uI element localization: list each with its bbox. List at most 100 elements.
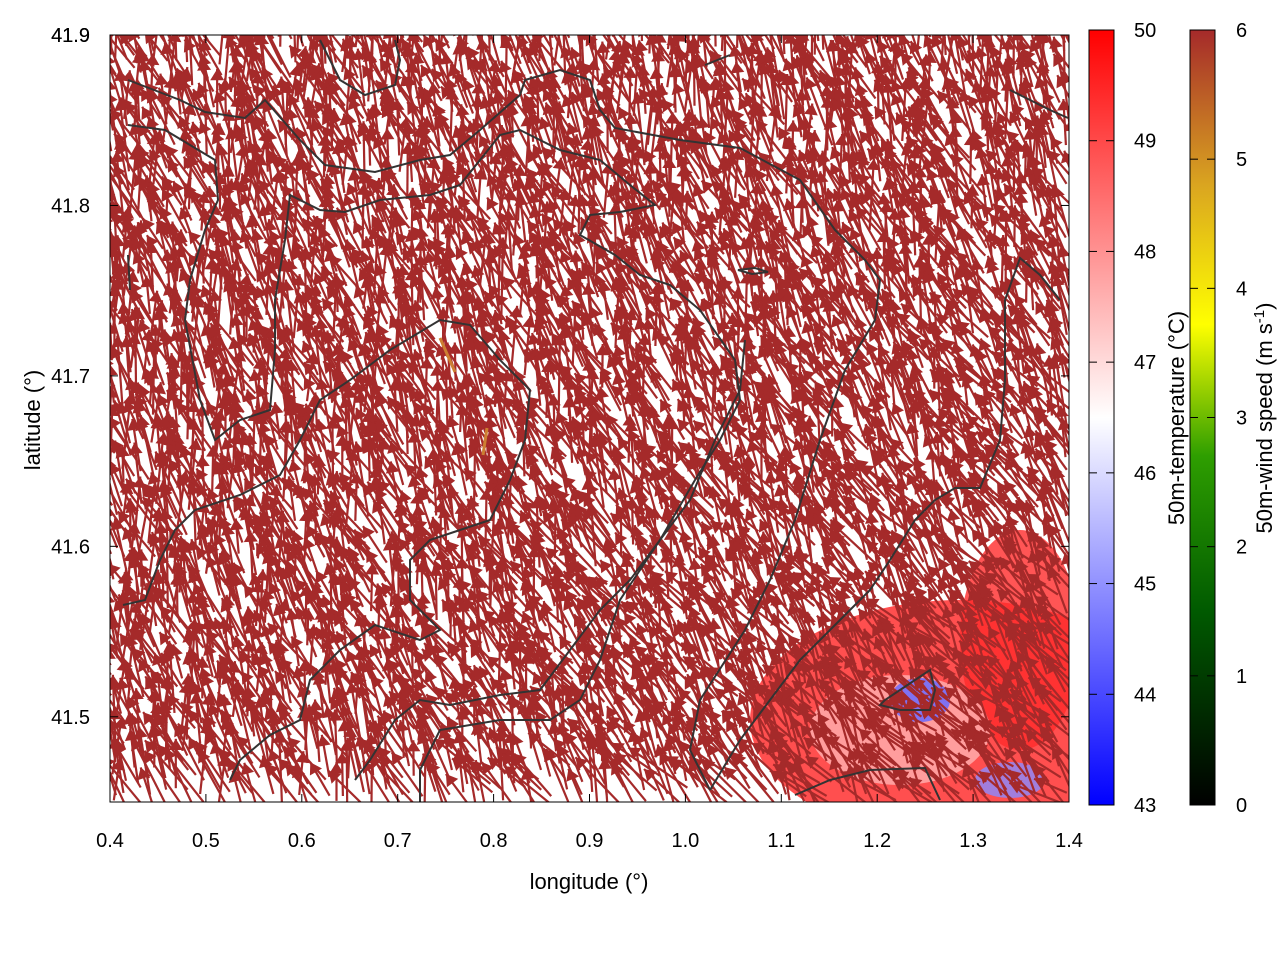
wind-vector-head: [238, 333, 251, 347]
wind-vector-head: [255, 385, 270, 398]
wind-vector-head: [104, 0, 118, 6]
wind-vector-head: [110, 518, 125, 531]
wind-vector-head: [244, 10, 258, 22]
wind-vector: [98, 132, 101, 172]
wind-vector: [528, 534, 582, 597]
wind-vector-head: [569, 250, 584, 263]
wind-vector-head: [79, 517, 93, 529]
wind-vector-head: [175, 1, 188, 14]
wind-vector-head: [110, 192, 116, 199]
wind-vector-head: [422, 403, 435, 417]
wind-vector-head: [161, 482, 174, 496]
wind-vector-head: [149, 149, 162, 164]
wind-vector: [296, 35, 300, 52]
wind-vector-head: [112, 260, 126, 275]
wind-vector-head: [315, 597, 329, 610]
wind-vector-head: [234, 455, 247, 469]
wind-vector: [410, 35, 415, 38]
wind-vector: [94, 365, 102, 441]
wind-vector: [309, 0, 320, 24]
wind-vector-head: [335, 277, 348, 291]
wind-vector-head: [501, 2, 514, 15]
wind-vector-head: [335, 752, 350, 764]
wind-vector-head: [137, 767, 151, 781]
wind-vector-head: [261, 589, 275, 602]
wind-vector-head: [464, 338, 477, 352]
wind-vector-head: [159, 632, 172, 646]
wind-vector: [454, 125, 478, 193]
wind-vector-head: [423, 339, 437, 353]
wind-vector-head: [549, 690, 563, 703]
wind-vector-head: [388, 1, 400, 14]
wind-vector-head: [505, 451, 519, 465]
wind-vector: [201, 35, 221, 56]
wind-vector-head: [212, 459, 225, 473]
wind-vector-head: [314, 100, 327, 114]
wind-vector-head: [110, 106, 111, 107]
wind-vector-head: [430, 287, 445, 300]
wind-vector-head: [84, 680, 96, 693]
wind-vector-head: [179, 128, 193, 141]
wind-vector-head: [94, 506, 108, 518]
wind-vector-head: [399, 350, 412, 364]
wind-vector-head: [204, 731, 218, 745]
wind-vector-head: [571, 320, 586, 333]
wind-vector-head: [242, 494, 257, 507]
wind-vector: [538, 0, 546, 27]
wind-vector-head: [559, 365, 573, 379]
wind-vector-head: [77, 49, 89, 62]
wind-vector-head: [187, 0, 201, 4]
wind-vector-head: [125, 378, 139, 391]
wind-vector-head: [90, 16, 104, 28]
wind-vector: [247, 0, 269, 28]
wind-vector-head: [351, 248, 364, 262]
wind-vector-head: [411, 504, 426, 517]
wind-vector: [301, 487, 357, 548]
wind-vector-head: [151, 338, 164, 352]
wind-vector-head: [356, 737, 370, 751]
wind-vector-head: [86, 131, 98, 144]
wind-vector-head: [327, 386, 341, 400]
wind-vector: [158, 35, 192, 82]
wind-vector-head: [124, 4, 138, 16]
wind-vector: [110, 480, 119, 516]
wind-vector-head: [125, 590, 140, 604]
wind-vector-head: [276, 170, 290, 184]
wind-vector-head: [432, 475, 446, 489]
wind-vector-head: [331, 412, 345, 425]
wind-vector-head: [520, 578, 534, 591]
wind-vector: [423, 0, 431, 29]
wind-vector: [265, 262, 288, 339]
wind-vector-head: [449, 644, 462, 658]
wind-vector-head: [387, 396, 400, 410]
wind-vector-head: [316, 0, 330, 5]
wind-vector-head: [76, 418, 88, 431]
wind-vector: [174, 35, 178, 61]
wind-vector: [566, 35, 571, 39]
wind-vector-head: [196, 522, 211, 535]
wind-vector-head: [161, 188, 174, 203]
wind-vector: [157, 744, 205, 802]
wind-vector: [335, 542, 364, 608]
wind-vector-head: [424, 456, 437, 470]
wind-vector-head: [547, 344, 561, 358]
wind-vector-head: [93, 730, 106, 743]
wind-vector-head: [284, 541, 297, 555]
wind-vector-head: [530, 113, 544, 126]
wind-vector-head: [544, 749, 557, 763]
wind-vector: [113, 35, 118, 62]
wind-vector-head: [322, 112, 335, 126]
wind-vector-head: [420, 65, 433, 79]
wind-vector: [592, 435, 605, 508]
wind-vector-head: [240, 762, 255, 776]
wind-vector-head: [313, 215, 326, 229]
wind-vector-head: [375, 599, 388, 613]
wind-vector-head: [270, 715, 283, 729]
wind-vector-head: [361, 236, 376, 249]
wind-vector-head: [484, 371, 497, 385]
wind-vector-head: [336, 693, 349, 707]
wind-vector: [561, 682, 599, 745]
wind-vector-head: [564, 693, 577, 707]
wind-vector-head: [513, 546, 528, 559]
wind-vector: [377, 0, 404, 25]
